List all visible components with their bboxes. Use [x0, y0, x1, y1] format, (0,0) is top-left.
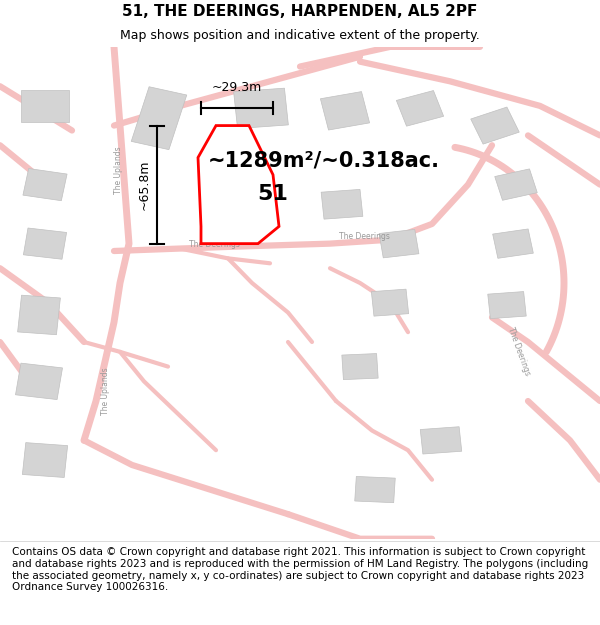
- Polygon shape: [21, 90, 69, 122]
- Text: ~65.8m: ~65.8m: [137, 159, 151, 210]
- Polygon shape: [321, 189, 363, 219]
- Text: Map shows position and indicative extent of the property.: Map shows position and indicative extent…: [120, 29, 480, 42]
- Text: The Uplands: The Uplands: [115, 146, 124, 194]
- Polygon shape: [198, 126, 279, 244]
- Polygon shape: [23, 228, 67, 259]
- Text: 51, THE DEERINGS, HARPENDEN, AL5 2PF: 51, THE DEERINGS, HARPENDEN, AL5 2PF: [122, 4, 478, 19]
- Text: ~29.3m: ~29.3m: [212, 81, 262, 94]
- Polygon shape: [22, 442, 68, 478]
- Text: ~1289m²/~0.318ac.: ~1289m²/~0.318ac.: [208, 150, 440, 170]
- Polygon shape: [355, 476, 395, 502]
- Polygon shape: [342, 354, 378, 379]
- Polygon shape: [379, 229, 419, 258]
- Text: The Deerings: The Deerings: [339, 232, 390, 241]
- Text: Contains OS data © Crown copyright and database right 2021. This information is : Contains OS data © Crown copyright and d…: [12, 548, 588, 592]
- Polygon shape: [17, 295, 61, 335]
- Text: 51: 51: [257, 184, 289, 204]
- Polygon shape: [233, 88, 289, 129]
- Polygon shape: [471, 107, 519, 144]
- Polygon shape: [371, 289, 409, 316]
- Polygon shape: [420, 427, 462, 454]
- Polygon shape: [493, 229, 533, 258]
- Polygon shape: [16, 363, 62, 399]
- Text: The Deerings: The Deerings: [189, 240, 240, 249]
- Polygon shape: [397, 91, 443, 126]
- Text: The Uplands: The Uplands: [101, 368, 110, 415]
- Text: The Deerings: The Deerings: [506, 326, 532, 378]
- Polygon shape: [495, 169, 537, 200]
- Polygon shape: [23, 169, 67, 201]
- Polygon shape: [488, 292, 526, 319]
- Polygon shape: [320, 92, 370, 130]
- Polygon shape: [208, 164, 248, 195]
- Polygon shape: [131, 87, 187, 149]
